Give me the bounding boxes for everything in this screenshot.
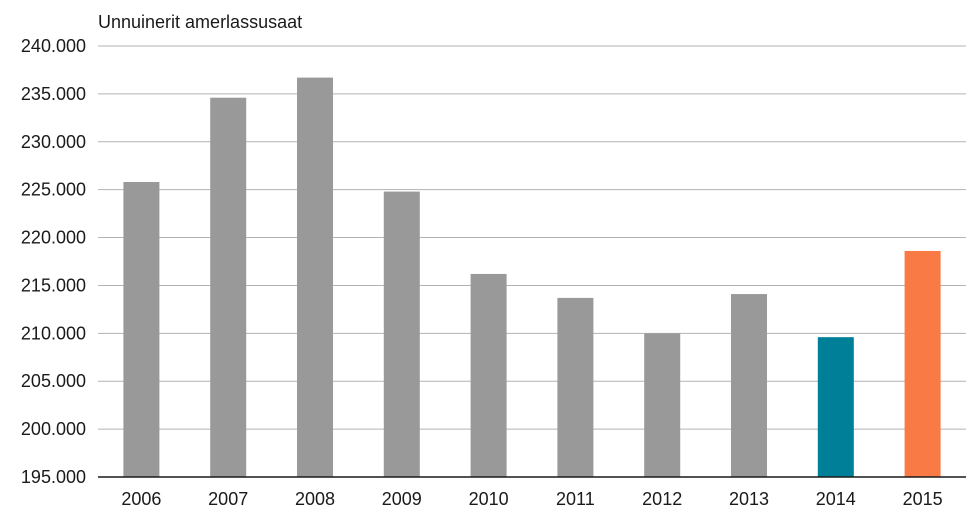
y-tick-label: 205.000 bbox=[21, 371, 86, 391]
bar-2014 bbox=[817, 337, 854, 477]
y-tick-label: 195.000 bbox=[21, 467, 86, 487]
x-tick-label: 2015 bbox=[903, 489, 943, 509]
x-tick-label: 2012 bbox=[642, 489, 682, 509]
x-tick-label: 2006 bbox=[121, 489, 161, 509]
x-tick-label: 2010 bbox=[469, 489, 509, 509]
bar-2006 bbox=[123, 182, 160, 477]
bar-2007 bbox=[210, 97, 247, 477]
y-tick-label: 240.000 bbox=[21, 36, 86, 56]
y-axis-ticks: 195.000 200.000 205.000 210.000 215.000 220.0… bbox=[21, 36, 86, 487]
bar-2015 bbox=[904, 250, 941, 477]
y-tick-label: 200.000 bbox=[21, 419, 86, 439]
x-tick-label: 2007 bbox=[208, 489, 248, 509]
bars bbox=[123, 77, 941, 478]
x-tick-label: 2008 bbox=[295, 489, 335, 509]
y-tick-label: 235.000 bbox=[21, 84, 86, 104]
x-tick-label: 2009 bbox=[382, 489, 422, 509]
bar-2009 bbox=[383, 191, 420, 478]
y-tick-label: 210.000 bbox=[21, 323, 86, 343]
y-tick-label: 230.000 bbox=[21, 132, 86, 152]
x-tick-label: 2011 bbox=[556, 489, 595, 509]
x-tick-label: 2013 bbox=[729, 489, 769, 509]
y-tick-label: 215.000 bbox=[21, 275, 86, 295]
bar-2011 bbox=[557, 297, 594, 477]
x-axis-ticks: 2006 2007 2008 2009 2010 2011 2012 2013 2014 2015 bbox=[121, 489, 942, 509]
bar-2012 bbox=[644, 333, 681, 477]
y-tick-label: 220.000 bbox=[21, 228, 86, 248]
bar-2010 bbox=[470, 273, 507, 477]
y-axis-title: Unnuinerit amerlassusaat bbox=[98, 12, 302, 32]
bar-2013 bbox=[731, 294, 767, 477]
y-tick-label: 225.000 bbox=[21, 180, 86, 200]
bar-2008 bbox=[297, 77, 333, 478]
x-tick-label: 2014 bbox=[816, 489, 856, 509]
